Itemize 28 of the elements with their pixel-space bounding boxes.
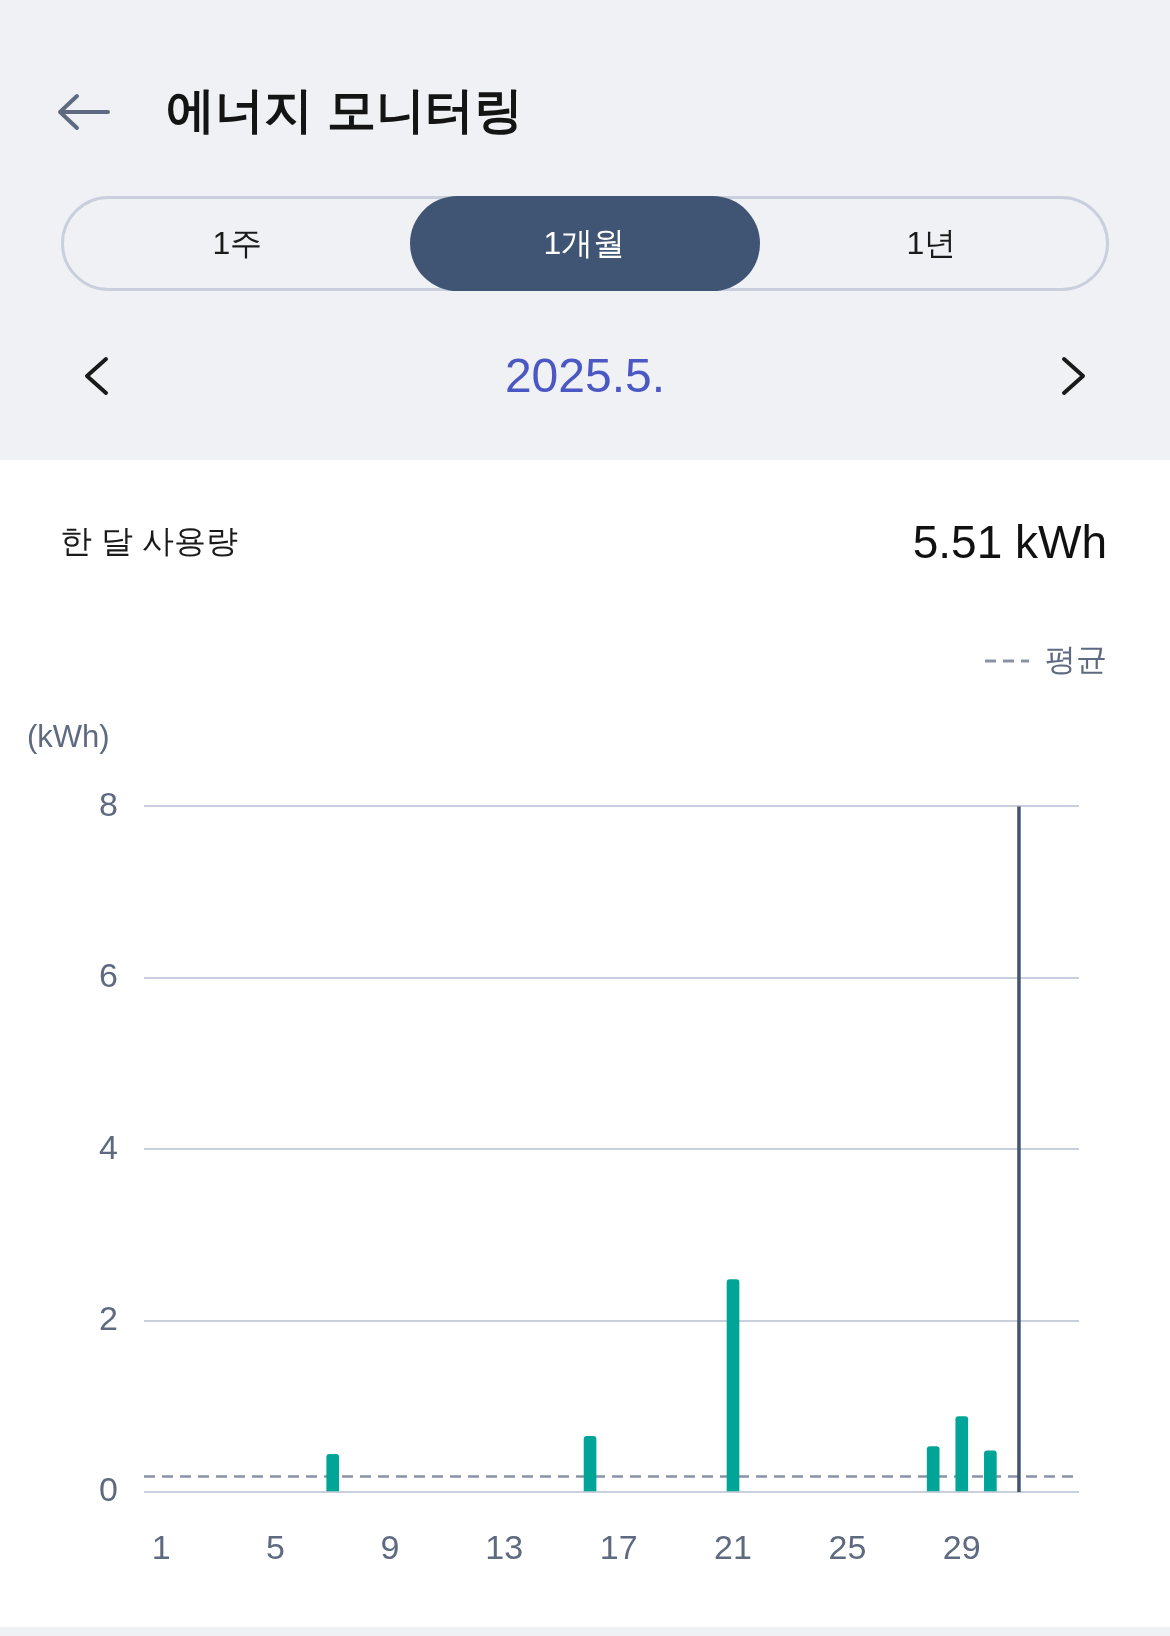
y-tick-label: 6 [99,956,118,995]
text: 5.51 kWh [912,515,1107,570]
y-tick-label: 4 [99,1127,118,1166]
text: 한 달 사용량 [60,522,238,561]
x-tick-label: 5 [266,1527,285,1566]
y-axis-title: (kWh) [27,718,110,756]
bar [726,1279,740,1492]
bar [583,1435,597,1492]
x-tick-label: 29 [942,1527,981,1566]
bar [984,1450,997,1492]
x-tick-label: 1 [151,1527,171,1566]
chart-title: 에너지 모니터링 [166,82,523,139]
y-tick-label: 2 [99,1298,118,1337]
legend-label: 평균 [1045,641,1107,679]
text: 1개월 [543,224,626,262]
x-tick-label: 17 [599,1527,638,1566]
x-tick-label: 9 [380,1527,400,1566]
bar [326,1453,340,1492]
bar [955,1416,969,1492]
x-tick-label: 13 [485,1527,524,1566]
text: 1년 [906,224,957,262]
bar [926,1446,940,1492]
text: 1주 [212,224,263,262]
y-tick-label: 8 [99,784,118,823]
chart-subtitle: 2025.5. [503,348,667,404]
x-tick-label: 25 [828,1527,867,1566]
y-tick-label: 0 [99,1470,118,1509]
x-tick-label: 21 [714,1527,752,1566]
